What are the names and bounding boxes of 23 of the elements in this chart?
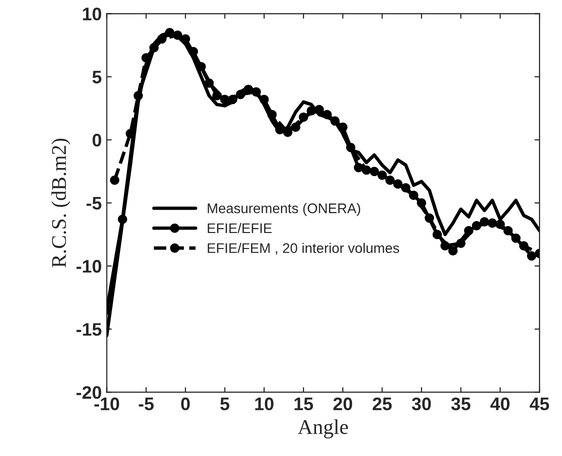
- y-tick-label: -5: [86, 197, 102, 210]
- y-tick-label: 0: [92, 134, 102, 147]
- x-tick-label: 10: [255, 398, 274, 410]
- x-tick-label: -5: [138, 398, 154, 410]
- y-axis-title: R.C.S. (dB.m2): [51, 138, 70, 268]
- x-tick-label: 0: [181, 398, 190, 410]
- x-tick-label: 15: [294, 398, 314, 410]
- y-tick-label: -15: [76, 323, 102, 336]
- y-tick-label: 10: [82, 8, 102, 20]
- x-tick-label: 20: [333, 398, 352, 410]
- y-tick-label: -10: [76, 260, 102, 273]
- legend-label: EFIE/EFIE: [208, 222, 272, 234]
- x-tick-label: 5: [220, 398, 230, 410]
- x-tick-label: 35: [451, 398, 470, 410]
- x-tick-label: 45: [530, 398, 550, 410]
- y-tick-label: -20: [76, 386, 102, 399]
- x-tick-label: 25: [372, 398, 392, 410]
- x-tick-label: 30: [412, 398, 431, 410]
- legend-label: EFIE/FEM , 20 interior volumes: [208, 242, 400, 255]
- x-tick-label: 40: [490, 398, 510, 410]
- x-axis-title: Angle: [298, 419, 348, 438]
- legend-label: Measurements (ONERA): [208, 203, 360, 216]
- y-tick-label: 5: [92, 70, 102, 84]
